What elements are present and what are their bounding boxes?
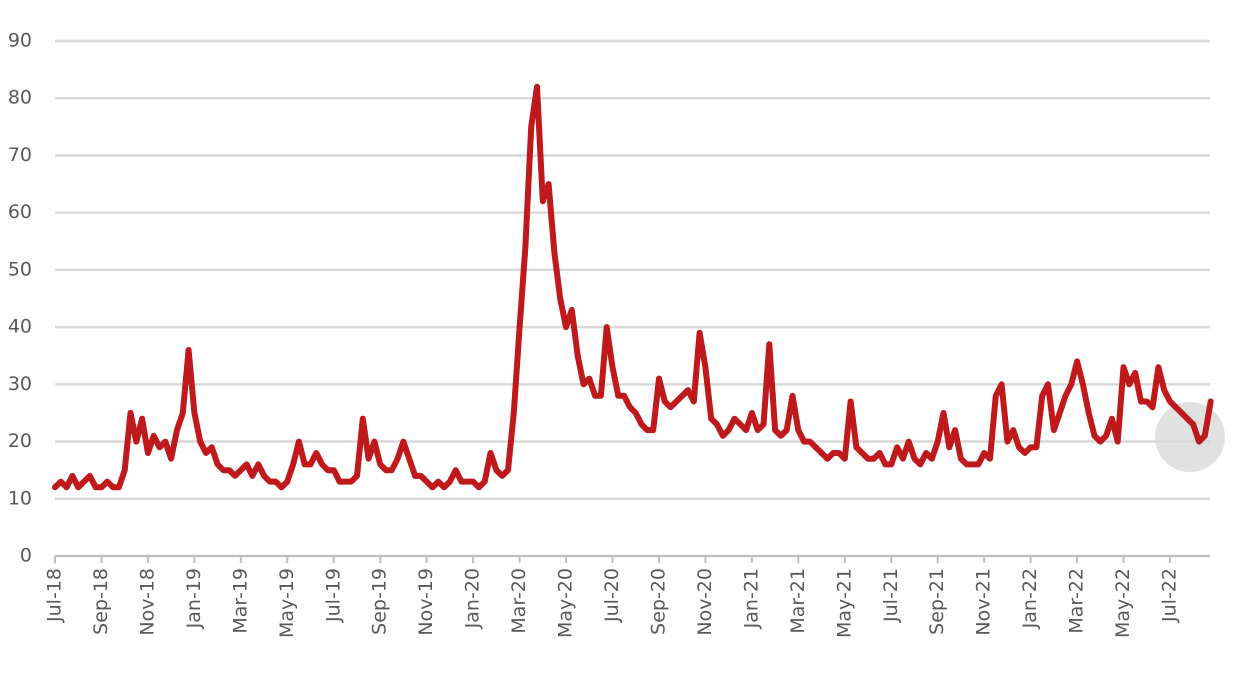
line-series	[52, 83, 1214, 491]
x-tick-label: Jul-21	[880, 568, 902, 623]
x-tick-label: Sep-20	[647, 568, 669, 635]
x-tick-label: May-19	[276, 568, 298, 638]
x-tick-label: Jul-19	[322, 568, 344, 623]
x-tick-label: Jul-22	[1159, 568, 1181, 623]
y-tick-label: 60	[8, 201, 32, 223]
y-tick-label: 30	[8, 373, 32, 395]
y-tick-label: 90	[8, 30, 32, 52]
x-tick-label: Jan-20	[462, 568, 484, 629]
x-tick-label: Jan-21	[740, 568, 762, 629]
x-tick-label: Jul-18	[44, 568, 66, 623]
x-tick-label: May-20	[555, 568, 577, 638]
y-tick-label: 50	[8, 258, 32, 280]
x-tick-label: Nov-21	[973, 568, 995, 636]
y-tick-label: 80	[8, 87, 32, 109]
y-tick-label: 10	[8, 487, 32, 509]
x-tick-label: May-22	[1112, 568, 1134, 638]
y-tick-label: 40	[8, 316, 32, 338]
x-tick-label: Sep-18	[90, 568, 112, 635]
x-tick-label: Mar-21	[787, 568, 809, 634]
y-tick-label: 70	[8, 144, 32, 166]
x-tick-label: Nov-19	[415, 568, 437, 636]
x-tick-label: Jul-20	[601, 568, 623, 623]
x-tick-label: Mar-22	[1066, 568, 1088, 634]
highlight-circle	[1155, 402, 1225, 472]
x-tick-label: Jan-22	[1019, 568, 1041, 629]
x-tick-label: Sep-19	[369, 568, 391, 635]
x-tick-label: Jan-19	[183, 568, 205, 629]
x-tick-label: Sep-21	[926, 568, 948, 635]
y-tick-label: 20	[8, 430, 32, 452]
y-tick-label: 0	[20, 545, 32, 567]
x-tick-label: Nov-18	[136, 568, 158, 636]
x-tick-label: May-21	[833, 568, 855, 638]
x-tick-label: Mar-20	[508, 568, 530, 634]
x-tick-label: Mar-19	[229, 568, 251, 634]
x-tick-label: Nov-20	[694, 568, 716, 636]
